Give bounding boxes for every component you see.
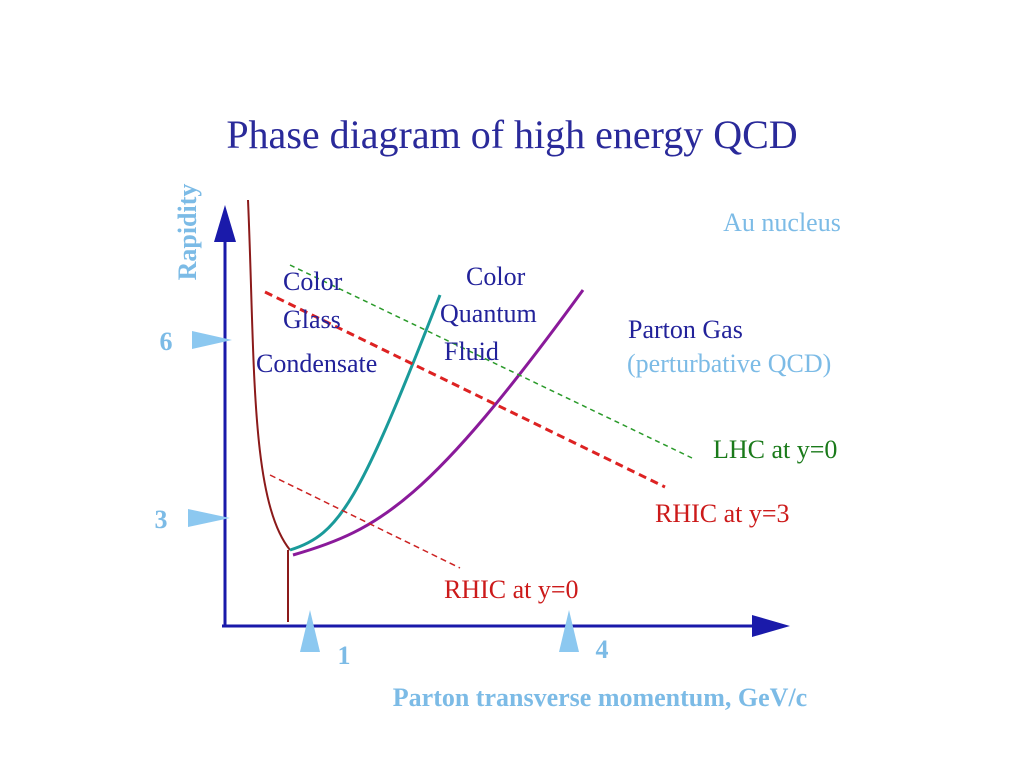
region-label: Quantum: [440, 299, 537, 328]
slide-title: Phase diagram of high energy QCD: [226, 112, 797, 157]
x-marker: 1: [338, 641, 351, 670]
lhc-line: [289, 264, 693, 459]
line-label: RHIC at y=3: [655, 499, 790, 528]
y-marker: 3: [155, 505, 168, 534]
y-arrowhead: [214, 205, 236, 242]
marker-arrow: [192, 331, 232, 349]
line-label: LHC at y=0: [713, 435, 837, 464]
region-label: Au nucleus: [723, 208, 841, 237]
y-axis-label: Rapidity: [173, 184, 202, 281]
marker-arrow: [188, 509, 230, 527]
cgc-boundary: [247, 199, 291, 551]
rhic-y3-line: [264, 290, 666, 489]
region-label: Color: [283, 267, 343, 296]
cqf-boundary: [289, 294, 442, 552]
region-label: Fluid: [444, 337, 499, 366]
rhic-y0-line: [269, 474, 461, 569]
marker-arrow: [300, 610, 320, 652]
x-marker: 4: [596, 635, 609, 664]
region-label: Parton Gas: [628, 315, 743, 344]
marker-arrow: [559, 610, 579, 652]
region-note: (perturbative QCD): [627, 349, 831, 378]
region-label: Glass: [283, 305, 341, 334]
x-arrowhead: [752, 615, 790, 637]
region-label: Condensate: [256, 349, 377, 378]
line-label: RHIC at y=0: [444, 575, 579, 604]
x-axis-label: Parton transverse momentum, GeV/c: [393, 683, 807, 712]
parton-gas-boundary: [292, 289, 585, 557]
y-marker: 6: [160, 327, 173, 356]
region-label: Color: [466, 262, 526, 291]
